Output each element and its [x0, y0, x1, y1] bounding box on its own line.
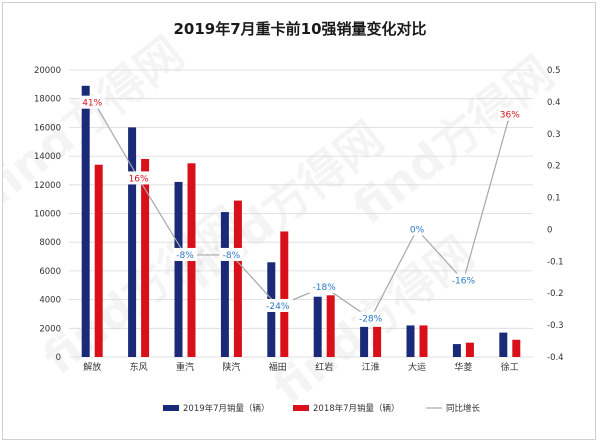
y-right-tick-label: -0.1: [547, 257, 564, 267]
legend: 2019年7月销量（辆） 2018年7月销量（辆） 同比增长: [163, 403, 481, 414]
growth-label-bg: [497, 107, 522, 121]
bar-2018: [141, 158, 150, 357]
legend-swatch: [293, 405, 309, 411]
bar-2019: [499, 332, 508, 357]
y-right-tick-label: 0.1: [547, 194, 561, 204]
growth-label-bg: [408, 222, 426, 236]
growth-label-bg: [126, 171, 151, 185]
growth-label: 0%: [410, 225, 425, 235]
legend-label: 2019年7月销量（辆）: [183, 403, 270, 414]
y-left-tick-label: 14000: [34, 152, 61, 162]
y-right-tick-label: -0.4: [547, 353, 564, 363]
growth-label-bg: [355, 311, 386, 325]
growth-label: -18%: [313, 283, 337, 293]
bar-2018: [326, 295, 335, 357]
x-tick-label: 江淮: [362, 362, 380, 373]
legend-label: 同比增长: [446, 403, 481, 414]
growth-label-bg: [173, 247, 197, 261]
x-tick-label: 重汽: [176, 361, 194, 373]
bar-2019: [360, 326, 369, 357]
y-right-tick-label: 0.5: [547, 66, 561, 76]
growth-polyline: [91, 98, 511, 320]
x-tick-label: 陕汽: [222, 361, 240, 373]
growth-labels: 41% 16% -8% -8% -24% -18% -28% 0% -16% 36%: [80, 95, 522, 325]
growth-label-bg: [262, 298, 293, 312]
bar-2018: [465, 342, 474, 357]
y-left-tick-label: 12000: [34, 181, 61, 191]
x-tick-label: 红岩: [315, 361, 333, 373]
chart-frame: find方得网find方得网find方得网find方得网find方得网 2019…: [2, 2, 596, 440]
growth-label-bg: [309, 279, 340, 293]
bar-2018: [512, 339, 521, 357]
x-tick-label: 华菱: [454, 361, 472, 373]
growth-label-bg: [448, 273, 479, 287]
y-left-tick-label: 2000: [39, 324, 61, 334]
y-right-tick-label: -0.3: [547, 321, 564, 331]
axes: 0 2000 4000 6000 8000 10000 12000 14000 16000 180…: [34, 66, 564, 373]
bar-2019: [452, 344, 461, 357]
bar-2019: [406, 325, 415, 357]
y-right-tick-label: 0: [547, 225, 552, 235]
y-left-tick-label: 10000: [34, 210, 61, 220]
y-left-tick-label: 4000: [39, 296, 61, 306]
y-left-tick-label: 16000: [34, 123, 61, 133]
y-right-tick-label: -0.2: [547, 289, 564, 299]
y-right-tick-label: 0.2: [547, 162, 561, 172]
x-tick-label: 东风: [130, 361, 148, 373]
growth-label-bg: [80, 95, 105, 109]
growth-label: -8%: [176, 251, 194, 261]
legend-swatch: [163, 405, 179, 411]
growth-label: 41%: [82, 99, 102, 109]
bar-2018: [233, 200, 242, 357]
chart-title: 2019年7月重卡前10强销量变化对比: [173, 20, 426, 38]
bar-2018: [373, 326, 382, 357]
bar-2019: [174, 181, 183, 357]
growth-label: -16%: [452, 276, 476, 286]
bar-2019: [313, 296, 322, 357]
y-left-tick-label: 18000: [34, 95, 61, 105]
bar-2018: [94, 164, 103, 357]
x-tick-label: 福田: [269, 361, 287, 373]
bar-2018: [280, 231, 289, 357]
chart-svg: find方得网find方得网find方得网find方得网find方得网 2019…: [3, 20, 564, 415]
growth-label: -8%: [223, 251, 241, 261]
growth-label: 16%: [129, 174, 149, 184]
x-tick-label: 徐工: [501, 361, 519, 373]
growth-label: -24%: [266, 302, 290, 312]
growth-label: 36%: [500, 111, 520, 121]
bar-2019: [81, 85, 90, 357]
growth-label-bg: [219, 247, 244, 261]
bar-2019: [128, 127, 137, 358]
legend-label: 2018年7月销量（辆）: [313, 403, 400, 414]
y-right-tick-label: 0.4: [547, 98, 561, 108]
x-tick-label: 大运: [408, 361, 426, 373]
bar-2018: [419, 325, 428, 357]
y-left-tick-label: 8000: [39, 238, 61, 248]
y-left-tick-label: 0: [56, 353, 61, 363]
bar-2019: [220, 212, 229, 357]
y-left-tick-label: 20000: [34, 66, 61, 76]
y-left-tick-label: 6000: [39, 267, 61, 277]
x-tick-label: 解放: [83, 361, 101, 373]
y-right-tick-label: 0.3: [547, 130, 561, 140]
growth-label: -28%: [359, 315, 383, 325]
